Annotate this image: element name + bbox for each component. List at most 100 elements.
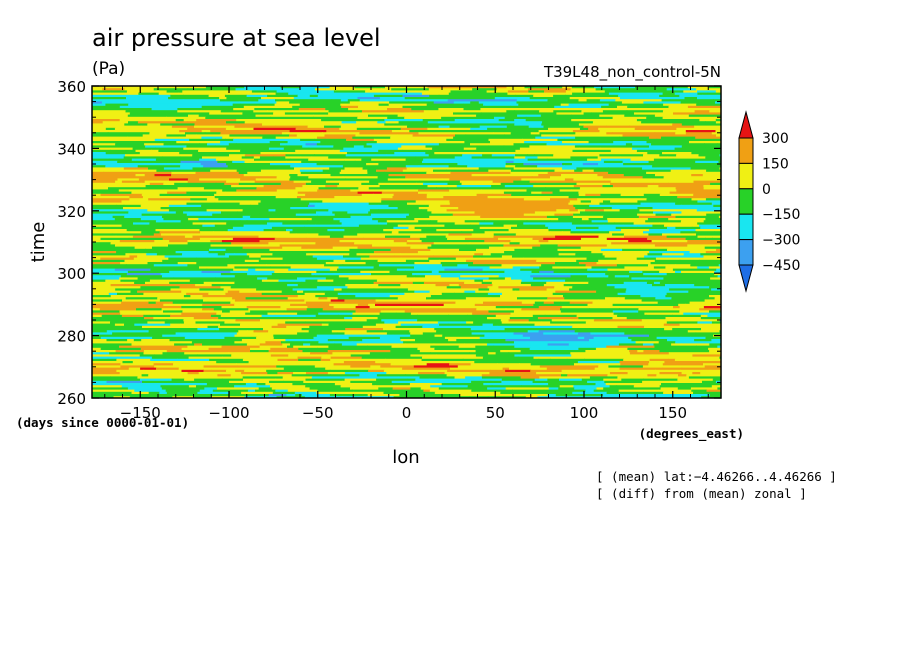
heatmap-cell bbox=[92, 347, 102, 351]
heatmap-cell bbox=[488, 99, 518, 102]
heatmap-cell bbox=[171, 259, 205, 263]
heatmap-cell bbox=[534, 207, 576, 210]
heatmap-cell bbox=[285, 339, 320, 342]
heatmap-cell bbox=[445, 235, 473, 239]
heatmap-cell bbox=[646, 281, 655, 285]
heatmap-cell bbox=[175, 251, 210, 254]
heatmap-cell bbox=[616, 251, 650, 254]
heatmap-cell bbox=[654, 244, 665, 247]
heatmap-cell bbox=[602, 292, 619, 296]
heatmap-cell bbox=[333, 279, 341, 283]
heatmap-cell bbox=[624, 332, 637, 335]
heatmap-cell bbox=[92, 264, 127, 267]
heatmap-cell bbox=[310, 343, 335, 346]
heatmap-cell bbox=[708, 292, 721, 296]
heatmap-cell bbox=[468, 169, 489, 173]
heatmap-cell bbox=[324, 292, 339, 296]
heatmap-cell bbox=[686, 332, 697, 335]
heatmap-cell bbox=[331, 328, 346, 331]
heatmap-cell bbox=[462, 270, 505, 274]
heatmap-cell bbox=[303, 343, 311, 346]
heatmap-cell bbox=[414, 321, 439, 324]
heatmap-cell bbox=[433, 242, 471, 245]
heatmap-cell bbox=[510, 312, 521, 316]
heatmap-cell bbox=[512, 255, 539, 258]
heatmap-cell bbox=[701, 396, 721, 398]
heatmap-cell bbox=[667, 156, 699, 159]
heatmap-cell bbox=[414, 290, 431, 294]
annotation-diff-zonal: [ (diff) from (mean) zonal ] bbox=[596, 486, 807, 501]
heatmap-cell bbox=[441, 391, 482, 395]
heatmap-cell bbox=[510, 169, 521, 173]
heatmap-cell bbox=[214, 193, 241, 197]
heatmap-cell bbox=[301, 259, 335, 263]
heatmap-cell bbox=[302, 145, 334, 148]
heatmap-cell bbox=[273, 112, 286, 115]
heatmap-cell bbox=[415, 90, 451, 93]
heatmap-cell bbox=[418, 189, 450, 192]
heatmap-cell bbox=[540, 244, 559, 247]
heatmap-cell bbox=[149, 132, 186, 135]
heatmap-cell bbox=[297, 290, 304, 294]
heatmap-cell bbox=[665, 284, 695, 287]
heatmap-cell bbox=[681, 279, 700, 283]
heatmap-cell bbox=[255, 114, 297, 118]
heatmap-cell bbox=[557, 334, 583, 338]
heatmap-cell bbox=[376, 279, 415, 283]
heatmap-cell bbox=[181, 101, 189, 104]
heatmap-cell bbox=[490, 380, 502, 384]
heatmap-cell bbox=[665, 319, 682, 322]
heatmap-cell bbox=[605, 383, 637, 386]
heatmap-cell bbox=[276, 365, 316, 368]
heatmap-cell bbox=[628, 121, 642, 124]
heatmap-cell bbox=[599, 99, 607, 102]
heatmap-cell bbox=[464, 220, 485, 223]
heatmap-cell bbox=[92, 92, 112, 96]
heatmap-cell bbox=[204, 220, 241, 223]
heatmap-cell bbox=[121, 301, 150, 305]
heatmap-cell bbox=[378, 209, 422, 212]
heatmap-cell bbox=[577, 209, 586, 212]
heatmap-cell bbox=[249, 255, 262, 258]
heatmap-cell bbox=[541, 134, 569, 137]
heatmap-cell bbox=[261, 292, 306, 296]
heatmap-cell bbox=[715, 90, 721, 93]
heatmap-cell bbox=[577, 361, 621, 364]
heatmap-cell bbox=[588, 101, 623, 104]
heatmap-cell bbox=[342, 176, 379, 179]
heatmap-cell bbox=[388, 204, 430, 208]
heatmap-cell bbox=[344, 372, 387, 375]
heatmap-cell bbox=[294, 90, 321, 93]
heatmap-cell bbox=[637, 292, 668, 296]
heatmap-cell bbox=[662, 363, 704, 366]
heatmap-cell bbox=[436, 279, 475, 283]
heatmap-cell bbox=[596, 240, 629, 243]
heatmap-cell bbox=[202, 343, 211, 346]
heatmap-cell bbox=[422, 369, 448, 373]
heatmap-cell bbox=[373, 92, 411, 96]
heatmap-cell bbox=[667, 226, 676, 230]
heatmap-cell bbox=[667, 325, 693, 329]
heatmap-cell bbox=[311, 376, 331, 379]
heatmap-cell bbox=[493, 204, 536, 208]
heatmap-cell bbox=[290, 176, 309, 179]
heatmap-cell bbox=[155, 220, 182, 223]
heatmap-cell bbox=[149, 187, 179, 190]
heatmap-cell bbox=[209, 112, 221, 115]
heatmap-cell bbox=[202, 156, 243, 159]
heatmap-cell bbox=[235, 319, 261, 322]
heatmap-cell bbox=[199, 266, 235, 269]
heatmap-cell bbox=[255, 332, 268, 335]
heatmap-cell bbox=[100, 237, 130, 241]
heatmap-cell bbox=[138, 178, 156, 181]
heatmap-cell bbox=[707, 312, 721, 316]
heatmap-cell bbox=[506, 119, 515, 122]
heatmap-cell bbox=[521, 207, 536, 210]
heatmap-cell bbox=[717, 345, 721, 349]
heatmap-cell bbox=[341, 222, 381, 225]
heatmap-cell bbox=[595, 288, 627, 291]
heatmap-cell bbox=[627, 372, 661, 375]
heatmap-cell bbox=[518, 209, 557, 212]
heatmap-cell bbox=[224, 187, 257, 190]
heatmap-cell bbox=[297, 332, 338, 335]
